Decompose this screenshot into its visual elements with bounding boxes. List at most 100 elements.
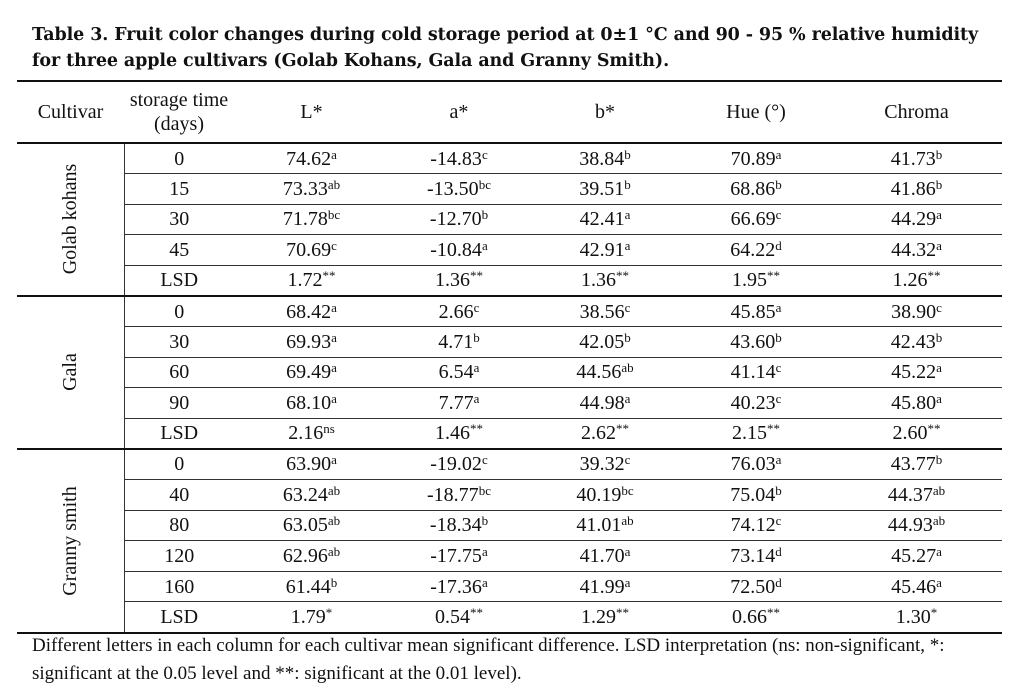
table-row: 80 63.05ab -18.34b 41.01ab 74.12c 44.93ab [17, 510, 1002, 542]
significance-mark: c [775, 360, 782, 376]
b-value-cell: 42.05b [529, 326, 681, 358]
significance-mark: b [935, 329, 943, 345]
a-value: -13.50 [427, 177, 479, 200]
hue-value: 70.89 [730, 147, 776, 170]
chroma-value: 44.37 [887, 483, 933, 506]
b-value-cell: 42.91a [529, 234, 681, 266]
chroma-value: 45.80 [891, 392, 937, 415]
a-value: -18.77 [427, 483, 479, 506]
storage-time-cell: 90 [124, 387, 234, 419]
significance-mark: b [473, 329, 480, 345]
significance-mark: a [775, 146, 782, 162]
hue-value-cell: 1.95** [681, 265, 831, 297]
chroma-value-cell: 1.30* [831, 601, 1002, 634]
hue-value-cell: 66.69c [681, 204, 831, 236]
a-value: 1.36 [435, 269, 470, 292]
b-value: 40.19 [576, 483, 622, 506]
b-value: 42.91 [579, 239, 625, 262]
table-row: LSD 1.79* 0.54** 1.29** 0.66** 1.30* [17, 601, 1002, 634]
l-value-cell: 70.69c [234, 234, 389, 266]
a-value-cell: 1.36** [389, 265, 529, 297]
significance-mark: ab [327, 176, 341, 192]
significance-mark: ab [327, 513, 341, 529]
significance-mark: bc [327, 207, 341, 223]
chroma-value: 45.27 [891, 545, 937, 568]
b-value-cell: 44.98a [529, 387, 681, 419]
significance-mark: c [624, 452, 631, 468]
table-caption: Table 3. Fruit color changes during cold… [32, 25, 979, 71]
a-value: 2.66 [438, 300, 474, 323]
table-row: 90 68.10a 7.77a 44.98a 40.23c 45.80a [17, 387, 1002, 419]
storage-time-cell: 30 [124, 204, 234, 236]
significance-mark: b [775, 176, 782, 192]
storage-time-cell: 0 [124, 295, 234, 328]
l-value: 1.72 [287, 269, 323, 292]
header-a: a* [389, 80, 529, 144]
table-row: 160 61.44b -17.36a 41.99a 72.50d 45.46a [17, 571, 1002, 603]
b-value-cell: 39.32c [529, 448, 681, 481]
a-value: 1.46 [435, 422, 470, 445]
chroma-value: 45.22 [891, 361, 937, 384]
significance-mark: b [624, 329, 631, 345]
b-value-cell: 42.41a [529, 204, 681, 236]
a-value-cell: 7.77a [389, 387, 529, 419]
hue-value: 73.14 [730, 545, 776, 568]
significance-mark: a [936, 207, 942, 223]
hue-value: 1.95 [732, 269, 767, 292]
l-value-cell: 69.49a [234, 357, 389, 389]
hue-value: 74.12 [730, 514, 776, 537]
header-storage-line1: storage time [129, 89, 229, 111]
b-value-cell: 1.36** [529, 265, 681, 297]
l-value-cell: 1.72** [234, 265, 389, 297]
hue-value: 64.22 [730, 239, 776, 262]
chroma-value-cell: 43.77b [831, 448, 1002, 481]
l-value: 1.79 [290, 605, 326, 628]
significance-mark: b [935, 146, 943, 162]
table-row: 60 69.49a 6.54a 44.56ab 41.14c 45.22a [17, 357, 1002, 389]
significance-mark: c [473, 299, 480, 315]
significance-mark: ab [621, 360, 634, 376]
table-footnote: Different letters in each column for eac… [32, 635, 945, 684]
significance-mark: a [624, 238, 631, 254]
significance-mark: a [331, 452, 337, 468]
significance-mark: b [775, 329, 782, 345]
significance-mark: ** [470, 421, 483, 437]
chroma-value-cell: 44.29a [831, 204, 1002, 236]
significance-mark: c [481, 146, 488, 162]
hue-value: 41.14 [730, 361, 776, 384]
header-cultivar: Cultivar [17, 80, 124, 144]
storage-time-cell: 30 [124, 326, 234, 358]
a-value-cell: 2.66c [389, 295, 529, 328]
significance-mark: d [775, 238, 782, 254]
significance-mark: a [936, 574, 942, 590]
table-row: Granny smith 0 63.90a -19.02c 39.32c 76.03a 43… [17, 448, 1002, 634]
hue-value: 40.23 [730, 392, 776, 415]
chroma-value-cell: 44.93ab [831, 510, 1002, 542]
header-b: b* [529, 80, 681, 144]
l-value-cell: 63.05ab [234, 510, 389, 542]
l-value-cell: 74.62a [234, 143, 389, 175]
significance-mark: a [936, 360, 942, 376]
chroma-value-cell: 41.73b [831, 143, 1002, 175]
table-row: LSD 1.72** 1.36** 1.36** 1.95** 1.26** [17, 265, 1002, 297]
significance-mark: ab [621, 513, 634, 529]
significance-mark: b [481, 513, 489, 529]
significance-mark: c [775, 207, 782, 223]
significance-mark: c [624, 299, 631, 315]
significance-mark: b [624, 176, 631, 192]
hue-value-cell: 74.12c [681, 510, 831, 542]
l-value-cell: 63.24ab [234, 479, 389, 511]
a-value-cell: -10.84a [389, 234, 529, 266]
b-value-cell: 38.84b [529, 143, 681, 175]
chroma-value-cell: 45.27a [831, 540, 1002, 572]
significance-mark: c [331, 238, 337, 254]
l-value: 61.44 [285, 575, 331, 598]
significance-mark: b [624, 146, 631, 162]
a-value-cell: -17.36a [389, 571, 529, 603]
l-value-cell: 62.96ab [234, 540, 389, 572]
chroma-value-cell: 38.90c [831, 295, 1002, 328]
l-value: 68.42 [286, 300, 332, 323]
hue-value-cell: 2.15** [681, 418, 831, 450]
table-row: 45 70.69c -10.84a 42.91a 64.22d 44.32a [17, 234, 1002, 266]
l-value-cell: 68.10a [234, 387, 389, 419]
